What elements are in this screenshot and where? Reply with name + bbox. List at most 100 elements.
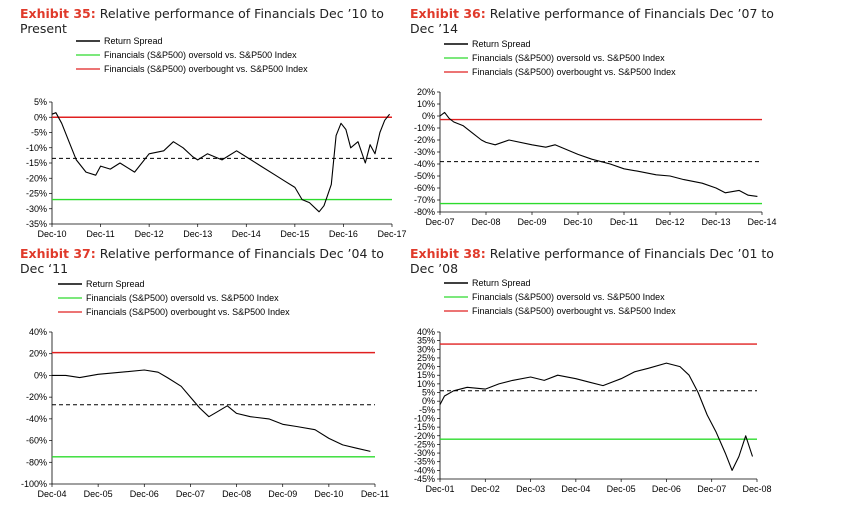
y-tick-label: -25% xyxy=(26,189,47,199)
x-tick-label: Dec-11 xyxy=(86,229,114,239)
y-tick-label: -25% xyxy=(414,439,435,449)
legend-label-overbought: Financials (S&P500) overbought vs. S&P50… xyxy=(86,307,290,317)
y-tick-label: -5% xyxy=(31,128,47,138)
chart-title-text: Relative performance of Financials Dec ’… xyxy=(410,246,774,276)
legend-label-oversold: Financials (S&P500) oversold vs. S&P500 … xyxy=(472,53,665,63)
y-tick-label: -80% xyxy=(414,207,435,217)
y-tick-label: 0% xyxy=(422,396,435,406)
x-tick-label: Dec-09 xyxy=(517,217,546,227)
exhibit-35-chart: Return Spread Financials (S&P500) oversol… xyxy=(26,36,407,239)
x-tick-label: Dec-02 xyxy=(471,484,500,494)
exhibit-37-title: Exhibit 37: Relative performance of Fina… xyxy=(20,246,398,276)
y-tick-label: 40% xyxy=(417,327,435,337)
x-tick-label: Dec-05 xyxy=(84,489,113,499)
chart-title-text: Relative performance of Financials Dec ’… xyxy=(20,246,384,276)
exhibit-38-panel: Exhibit 38: Relative performance of Fina… xyxy=(410,246,830,508)
y-tick-label: 25% xyxy=(417,353,435,363)
x-tick-label: Dec-04 xyxy=(37,489,66,499)
y-tick-label: -10% xyxy=(26,143,47,153)
y-tick-label: -15% xyxy=(414,422,435,432)
y-tick-label: -20% xyxy=(414,135,435,145)
legend-label-overbought: Financials (S&P500) overbought vs. S&P50… xyxy=(104,64,308,74)
exhibit-38-title: Exhibit 38: Relative performance of Fina… xyxy=(410,246,788,276)
exhibit-37-panel: Exhibit 37: Relative performance of Fina… xyxy=(20,246,410,508)
y-tick-label: -60% xyxy=(26,436,47,446)
chart-title-text: Relative performance of Financials Dec ’… xyxy=(410,6,774,36)
y-tick-label: 10% xyxy=(417,379,435,389)
x-tick-label: Dec-10 xyxy=(563,217,592,227)
return-spread-line xyxy=(51,112,391,213)
x-tick-label: Dec-11 xyxy=(610,217,638,227)
y-tick-label: -80% xyxy=(26,457,47,467)
x-tick-label: Dec-10 xyxy=(314,489,343,499)
x-tick-label: Dec-07 xyxy=(425,217,454,227)
x-tick-label: Dec-07 xyxy=(697,484,726,494)
x-tick-label: Dec-10 xyxy=(37,229,66,239)
exhibit-36-chart: Return Spread Financials (S&P500) oversol… xyxy=(414,39,777,227)
y-tick-label: 20% xyxy=(29,349,47,359)
y-tick-label: 15% xyxy=(417,370,435,380)
y-tick-label: -15% xyxy=(26,158,47,168)
y-tick-label: -5% xyxy=(419,405,435,415)
y-tick-label: -20% xyxy=(26,173,47,183)
x-tick-label: Dec-12 xyxy=(655,217,684,227)
y-tick-label: -20% xyxy=(414,431,435,441)
x-tick-label: Dec-05 xyxy=(607,484,636,494)
exhibit-label: Exhibit 38: xyxy=(410,246,486,261)
return-spread-line xyxy=(439,362,754,471)
x-tick-label: Dec-04 xyxy=(561,484,590,494)
x-tick-label: Dec-08 xyxy=(471,217,500,227)
x-tick-label: Dec-03 xyxy=(516,484,545,494)
return-spread-line xyxy=(52,369,371,452)
y-tick-label: 30% xyxy=(417,344,435,354)
exhibit-label: Exhibit 37: xyxy=(20,246,96,261)
exhibit-35-panel: Exhibit 35: Relative performance of Fina… xyxy=(20,6,410,246)
y-tick-label: -70% xyxy=(414,195,435,205)
chart-title-text: Relative performance of Financials Dec ’… xyxy=(20,6,384,36)
y-tick-label: 0% xyxy=(34,112,47,122)
exhibit-35-title: Exhibit 35: Relative performance of Fina… xyxy=(20,6,398,36)
x-tick-label: Dec-14 xyxy=(232,229,261,239)
exhibit-36-title: Exhibit 36: Relative performance of Fina… xyxy=(410,6,788,36)
y-tick-label: 40% xyxy=(29,327,47,337)
y-tick-label: -20% xyxy=(26,392,47,402)
x-tick-label: Dec-12 xyxy=(135,229,164,239)
x-tick-label: Dec-17 xyxy=(377,229,406,239)
y-tick-label: -40% xyxy=(414,465,435,475)
legend-label-spread: Return Spread xyxy=(86,279,145,289)
legend-label-spread: Return Spread xyxy=(472,278,531,288)
y-tick-label: 20% xyxy=(417,362,435,372)
y-tick-label: 5% xyxy=(422,388,435,398)
x-tick-label: Dec-13 xyxy=(701,217,730,227)
x-tick-label: Dec-13 xyxy=(183,229,212,239)
y-tick-label: -30% xyxy=(414,448,435,458)
exhibit-38-chart: Return Spread Financials (S&P500) oversol… xyxy=(414,278,772,494)
x-tick-label: Dec-01 xyxy=(425,484,454,494)
exhibit-label: Exhibit 35: xyxy=(20,6,96,21)
y-tick-label: -100% xyxy=(21,479,47,489)
y-tick-label: 0% xyxy=(34,370,47,380)
return-spread-line xyxy=(439,111,758,197)
legend-label-oversold: Financials (S&P500) oversold vs. S&P500 … xyxy=(104,50,297,60)
x-tick-label: Dec-08 xyxy=(222,489,251,499)
y-tick-label: -10% xyxy=(414,413,435,423)
x-tick-label: Dec-06 xyxy=(130,489,159,499)
x-tick-label: Dec-11 xyxy=(361,489,389,499)
x-tick-label: Dec-16 xyxy=(329,229,358,239)
y-tick-label: -40% xyxy=(414,159,435,169)
y-tick-label: 5% xyxy=(34,97,47,107)
y-tick-label: -40% xyxy=(26,414,47,424)
legend-label-oversold: Financials (S&P500) oversold vs. S&P500 … xyxy=(472,292,665,302)
x-tick-label: Dec-14 xyxy=(747,217,776,227)
y-tick-label: -50% xyxy=(414,171,435,181)
y-tick-label: -45% xyxy=(414,474,435,484)
y-tick-label: 0% xyxy=(422,111,435,121)
y-tick-label: 10% xyxy=(417,99,435,109)
y-tick-label: 20% xyxy=(417,87,435,97)
y-tick-label: 35% xyxy=(417,336,435,346)
x-tick-label: Dec-06 xyxy=(652,484,681,494)
x-tick-label: Dec-07 xyxy=(176,489,205,499)
legend-label-spread: Return Spread xyxy=(472,39,531,49)
x-tick-label: Dec-15 xyxy=(280,229,309,239)
legend-label-spread: Return Spread xyxy=(104,36,163,46)
